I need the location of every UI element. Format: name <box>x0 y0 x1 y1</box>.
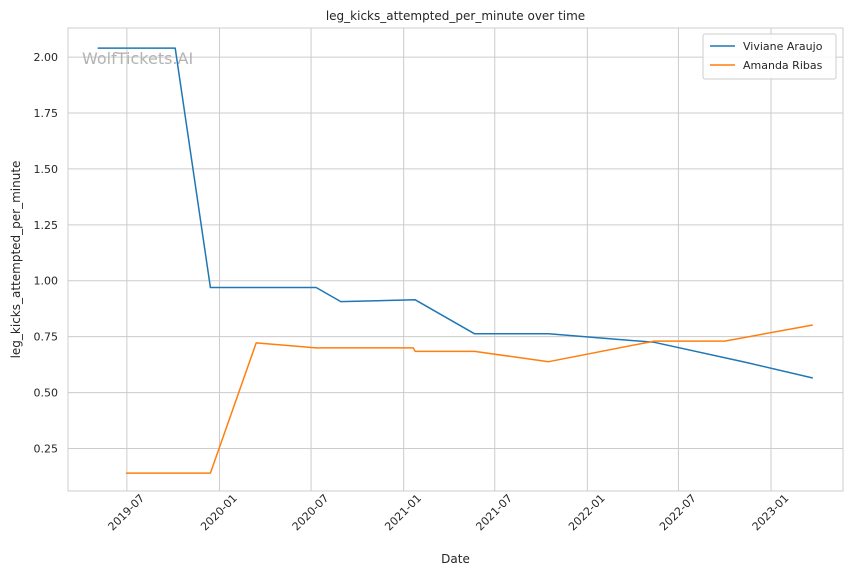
series-lines <box>97 47 813 474</box>
x-tick-label: 2021-01 <box>382 492 424 534</box>
watermark: WolfTickets.AI <box>82 49 193 68</box>
legend-label-viviane-araujo: Viviane Araujo <box>743 40 823 53</box>
x-tick-label: 2019-07 <box>106 492 148 534</box>
y-tick-label: 0.75 <box>34 331 59 344</box>
plot-frame <box>67 27 844 492</box>
x-tick-label: 2023-01 <box>750 492 792 534</box>
x-axis: 2019-07 2020-01 2020-07 2021-01 2021-07 2022-… <box>106 492 792 534</box>
y-tick-label: 1.25 <box>34 219 59 232</box>
y-tick-label: 1.50 <box>34 163 59 176</box>
y-axis: 0.25 0.50 0.75 1.00 1.25 1.50 1.75 2.00 <box>34 51 59 455</box>
y-tick-label: 1.75 <box>34 107 59 120</box>
x-tick-label: 2020-01 <box>198 492 240 534</box>
y-tick-label: 0.50 <box>34 387 59 400</box>
legend-box <box>702 33 837 80</box>
y-tick-label: 0.25 <box>34 443 59 456</box>
x-tick-label: 2020-07 <box>290 492 332 534</box>
y-tick-label: 2.00 <box>34 51 59 64</box>
x-axis-label: Date <box>441 552 470 566</box>
grid <box>68 28 843 491</box>
chart-title: leg_kicks_attempted_per_minute over time <box>326 9 585 23</box>
y-axis-label: leg_kicks_attempted_per_minute <box>9 161 23 359</box>
legend: Viviane Araujo Amanda Ribas <box>702 33 837 80</box>
x-tick-label: 2022-07 <box>657 492 699 534</box>
x-tick-label: 2022-01 <box>566 492 608 534</box>
series-line-viviane-araujo <box>97 47 813 379</box>
legend-label-amanda-ribas: Amanda Ribas <box>743 59 823 72</box>
series-line-amanda-ribas <box>125 324 813 474</box>
y-tick-label: 1.00 <box>34 275 59 288</box>
x-tick-label: 2021-07 <box>473 492 515 534</box>
